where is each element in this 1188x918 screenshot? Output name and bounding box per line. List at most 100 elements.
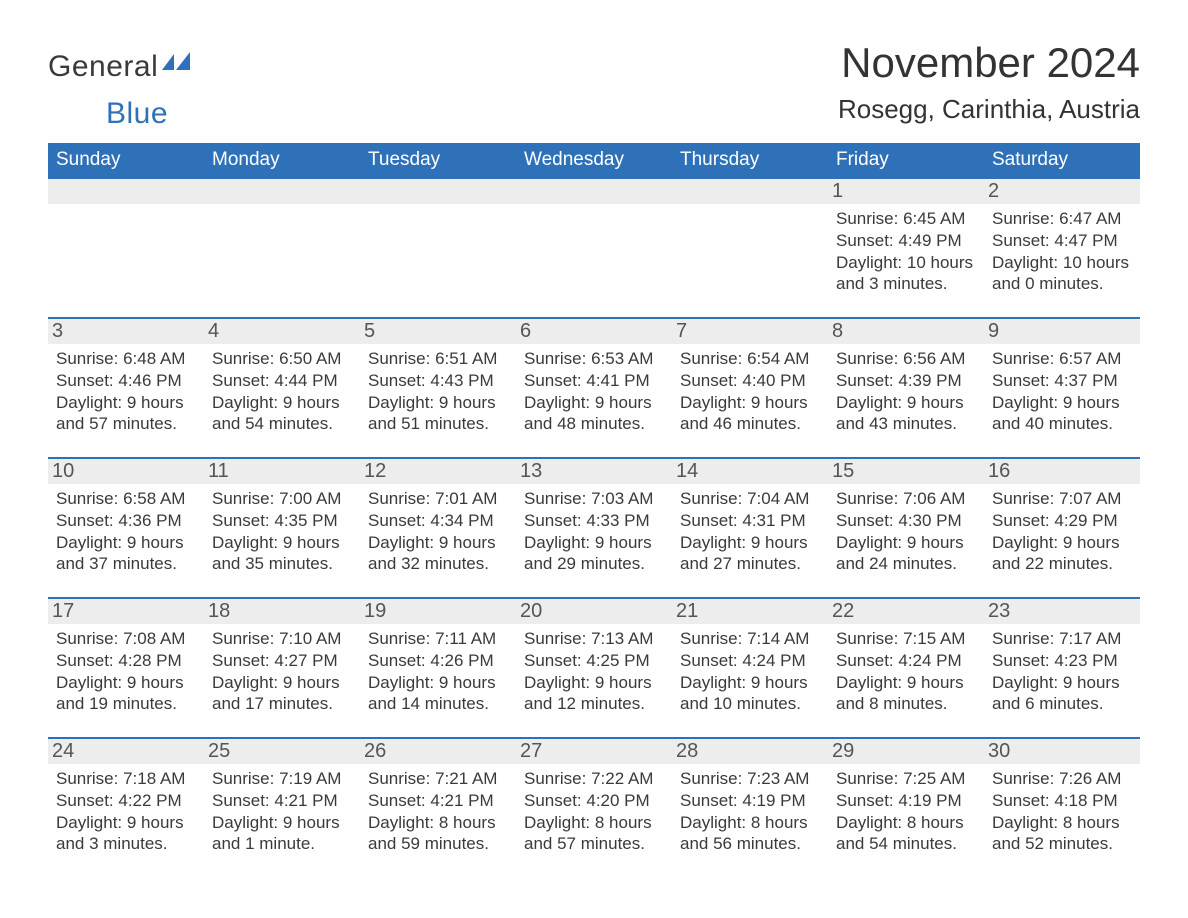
sunset-line: Sunset: 4:39 PM <box>836 370 978 392</box>
sunrise-line: Sunrise: 7:22 AM <box>524 768 666 790</box>
day-cell: 23Sunrise: 7:17 AMSunset: 4:23 PMDayligh… <box>984 599 1140 727</box>
calendar: SundayMondayTuesdayWednesdayThursdayFrid… <box>48 143 1140 867</box>
sunrise-line: Sunrise: 7:21 AM <box>368 768 510 790</box>
day-number: 29 <box>828 739 984 764</box>
sunset-line: Sunset: 4:31 PM <box>680 510 822 532</box>
dow-cell: Friday <box>828 143 984 179</box>
week-row: 17 Sunrise: 7:08 AMSunset: 4:28 PM Dayligh… <box>48 597 1140 727</box>
sunrise-line: Sunrise: 7:03 AM <box>524 488 666 510</box>
day-cell: 21 Sunrise: 7:14 AMSunset: 4:24 PMDayligh… <box>672 599 828 727</box>
day-number: 20 <box>516 599 672 624</box>
day-details: Sunrise: 7:17 AMSunset: 4:23 PMDaylight:… <box>990 628 1134 715</box>
sunset-line: Sunset: 4:35 PM <box>212 510 354 532</box>
day-cell: 22Sunrise: 7:15 AMSunset: 4:24 PMDayligh… <box>828 599 984 727</box>
daylight-line: Daylight: 9 hours and 57 minutes. <box>56 392 198 436</box>
month-title: November 2024 <box>838 40 1140 86</box>
day-cell: 27Sunrise: 7:22 AMSunset: 4:20 PMDayligh… <box>516 739 672 867</box>
day-details: Sunrise: 7:01 AMSunset: 4:34 PMDaylight:… <box>366 488 510 575</box>
day-number: 3 <box>48 319 204 344</box>
day-cell: 6Sunrise: 6:53 AMSunset: 4:41 PMDaylight… <box>516 319 672 447</box>
title-block: November 2024 Rosegg, Carinthia, Austria <box>838 40 1140 125</box>
dow-cell: Wednesday <box>516 143 672 179</box>
sunrise-line: Sunrise: 7:10 AM <box>212 628 354 650</box>
sunset-line: Sunset: 4:47 PM <box>992 230 1134 252</box>
day-number: 26 <box>360 739 516 764</box>
sunrise-line: Sunrise: 7:23 AM <box>680 768 822 790</box>
daylight-line: Daylight: 8 hours and 56 minutes. <box>680 812 822 856</box>
day-cell <box>360 179 516 307</box>
dow-cell: Tuesday <box>360 143 516 179</box>
sunset-line: Sunset: 4:21 PM <box>368 790 510 812</box>
day-cell: 4Sunrise: 6:50 AMSunset: 4:44 PMDaylight… <box>204 319 360 447</box>
day-details: Sunrise: 6:51 AMSunset: 4:43 PMDaylight:… <box>366 348 510 435</box>
day-number: 7 <box>672 319 828 344</box>
daylight-line: Daylight: 9 hours and 6 minutes. <box>992 672 1134 716</box>
day-cell: 2Sunrise: 6:47 AMSunset: 4:47 PMDaylight… <box>984 179 1140 307</box>
daylight-line: Daylight: 8 hours and 52 minutes. <box>992 812 1134 856</box>
week-row: 24Sunrise: 7:18 AMSunset: 4:22 PMDayligh… <box>48 737 1140 867</box>
weeks-container: 1Sunrise: 6:45 AMSunset: 4:49 PMDaylight… <box>48 179 1140 867</box>
daylight-line: Daylight: 9 hours and 12 minutes. <box>524 672 666 716</box>
day-cell: 12Sunrise: 7:01 AMSunset: 4:34 PMDayligh… <box>360 459 516 587</box>
daylight-line: Daylight: 9 hours and 14 minutes. <box>368 672 510 716</box>
sunrise-line: Sunrise: 7:14 AM <box>680 628 822 650</box>
day-cell <box>48 179 204 307</box>
sunset-line: Sunset: 4:26 PM <box>368 650 510 672</box>
day-cell: 11Sunrise: 7:00 AMSunset: 4:35 PMDayligh… <box>204 459 360 587</box>
day-details: Sunrise: 6:47 AMSunset: 4:47 PMDaylight:… <box>990 208 1134 295</box>
week-row: 10 Sunrise: 6:58 AMSunset: 4:36 PMDayligh… <box>48 457 1140 587</box>
day-cell <box>204 179 360 307</box>
day-cell: 9Sunrise: 6:57 AMSunset: 4:37 PMDaylight… <box>984 319 1140 447</box>
sunrise-line: Sunrise: 6:47 AM <box>992 208 1134 230</box>
sunset-line: Sunset: 4:37 PM <box>992 370 1134 392</box>
sunrise-line: Sunrise: 7:15 AM <box>836 628 978 650</box>
day-details: Sunrise: 7:13 AMSunset: 4:25 PMDaylight:… <box>522 628 666 715</box>
sunrise-line: Sunrise: 7:19 AM <box>212 768 354 790</box>
sunset-line: Sunset: 4:19 PM <box>680 790 822 812</box>
sunrise-line: Sunrise: 7:04 AM <box>680 488 822 510</box>
day-number: 15 <box>828 459 984 484</box>
sunrise-line: Sunrise: 6:54 AM <box>680 348 822 370</box>
week-row: 3Sunrise: 6:48 AMSunset: 4:46 PMDaylight… <box>48 317 1140 447</box>
sunset-line: Sunset: 4:28 PM <box>56 650 198 672</box>
dow-cell: Saturday <box>984 143 1140 179</box>
day-cell: 10 Sunrise: 6:58 AMSunset: 4:36 PMDayligh… <box>48 459 204 587</box>
day-number: 22 <box>828 599 984 624</box>
day-details: Sunrise: 7:26 AMSunset: 4:18 PMDaylight:… <box>990 768 1134 855</box>
day-details: Sunrise: 7:19 AMSunset: 4:21 PMDaylight:… <box>210 768 354 855</box>
day-number <box>516 179 672 204</box>
sunrise-line: Sunrise: 7:08 AM <box>56 628 198 650</box>
day-number: 21 <box>672 599 828 624</box>
day-details: Sunrise: 7:22 AMSunset: 4:20 PMDaylight:… <box>522 768 666 855</box>
sunrise-line: Sunrise: 7:07 AM <box>992 488 1134 510</box>
daylight-line: Daylight: 9 hours and 24 minutes. <box>836 532 978 576</box>
calendar-page: General Blue November 2024 Rosegg, Carin… <box>0 0 1188 897</box>
sunset-line: Sunset: 4:30 PM <box>836 510 978 532</box>
day-details: Sunrise: 6:58 AMSunset: 4:36 PMDaylight:… <box>54 488 198 575</box>
day-cell: 25Sunrise: 7:19 AMSunset: 4:21 PMDayligh… <box>204 739 360 867</box>
day-cell: 30Sunrise: 7:26 AMSunset: 4:18 PMDayligh… <box>984 739 1140 867</box>
day-number <box>204 179 360 204</box>
day-cell: 19Sunrise: 7:11 AMSunset: 4:26 PMDayligh… <box>360 599 516 727</box>
sunset-line: Sunset: 4:23 PM <box>992 650 1134 672</box>
day-number: 10 <box>48 459 204 484</box>
sunrise-line: Sunrise: 7:26 AM <box>992 768 1134 790</box>
sunset-line: Sunset: 4:25 PM <box>524 650 666 672</box>
day-number: 6 <box>516 319 672 344</box>
sunset-line: Sunset: 4:43 PM <box>368 370 510 392</box>
day-cell <box>516 179 672 307</box>
day-details: Sunrise: 7:14 AMSunset: 4:24 PMDaylight:… <box>678 628 822 715</box>
brand-logo: General Blue <box>48 40 192 131</box>
daylight-line: Daylight: 10 hours and 3 minutes. <box>836 252 978 296</box>
sunrise-line: Sunrise: 7:25 AM <box>836 768 978 790</box>
day-cell: 14Sunrise: 7:04 AMSunset: 4:31 PMDayligh… <box>672 459 828 587</box>
sunrise-line: Sunrise: 7:18 AM <box>56 768 198 790</box>
day-details: Sunrise: 6:57 AMSunset: 4:37 PMDaylight:… <box>990 348 1134 435</box>
day-number: 17 <box>48 599 204 624</box>
sunset-line: Sunset: 4:40 PM <box>680 370 822 392</box>
sunset-line: Sunset: 4:44 PM <box>212 370 354 392</box>
day-details: Sunrise: 6:56 AMSunset: 4:39 PMDaylight:… <box>834 348 978 435</box>
day-details: Sunrise: 7:25 AMSunset: 4:19 PMDaylight:… <box>834 768 978 855</box>
day-details: Sunrise: 7:07 AMSunset: 4:29 PMDaylight:… <box>990 488 1134 575</box>
day-number: 28 <box>672 739 828 764</box>
